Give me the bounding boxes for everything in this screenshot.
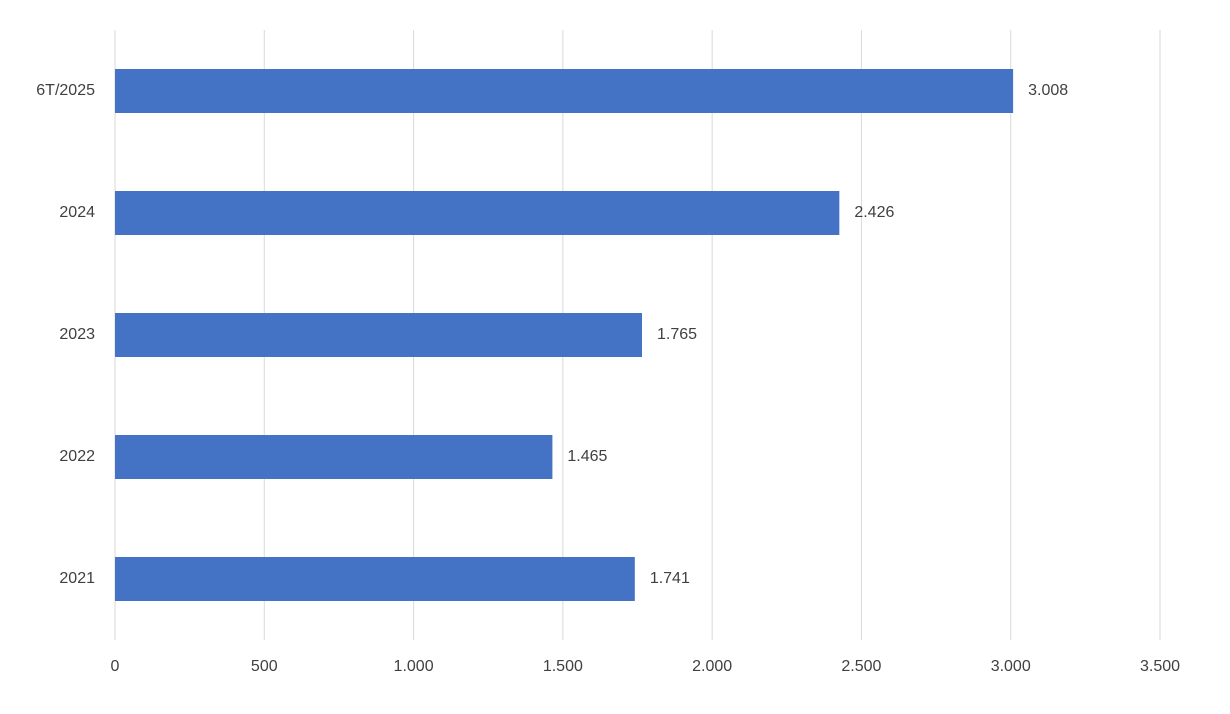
value-label: 1.741 [650,570,690,587]
x-tick-label: 2.000 [692,658,732,675]
value-label: 1.465 [567,448,607,465]
x-tick-label: 0 [111,658,120,675]
x-tick-label: 500 [251,658,278,675]
y-tick-label: 2021 [59,570,95,587]
x-tick-label: 3.500 [1140,658,1180,675]
x-tick-label: 3.000 [991,658,1031,675]
bar [115,69,1014,113]
x-tick-label: 1.000 [394,658,434,675]
x-tick-label: 1.500 [543,658,583,675]
x-tick-label: 2.500 [841,658,881,675]
y-tick-label: 6T/2025 [36,82,95,99]
bar [115,191,840,235]
value-label: 1.765 [657,326,697,343]
value-label: 3.008 [1028,82,1068,99]
y-tick-label: 2022 [59,448,95,465]
y-tick-label: 2023 [59,326,95,343]
value-label: 2.426 [854,204,894,221]
bar [115,435,553,479]
bar [115,557,635,601]
bar [115,313,642,357]
y-tick-label: 2024 [59,204,95,221]
